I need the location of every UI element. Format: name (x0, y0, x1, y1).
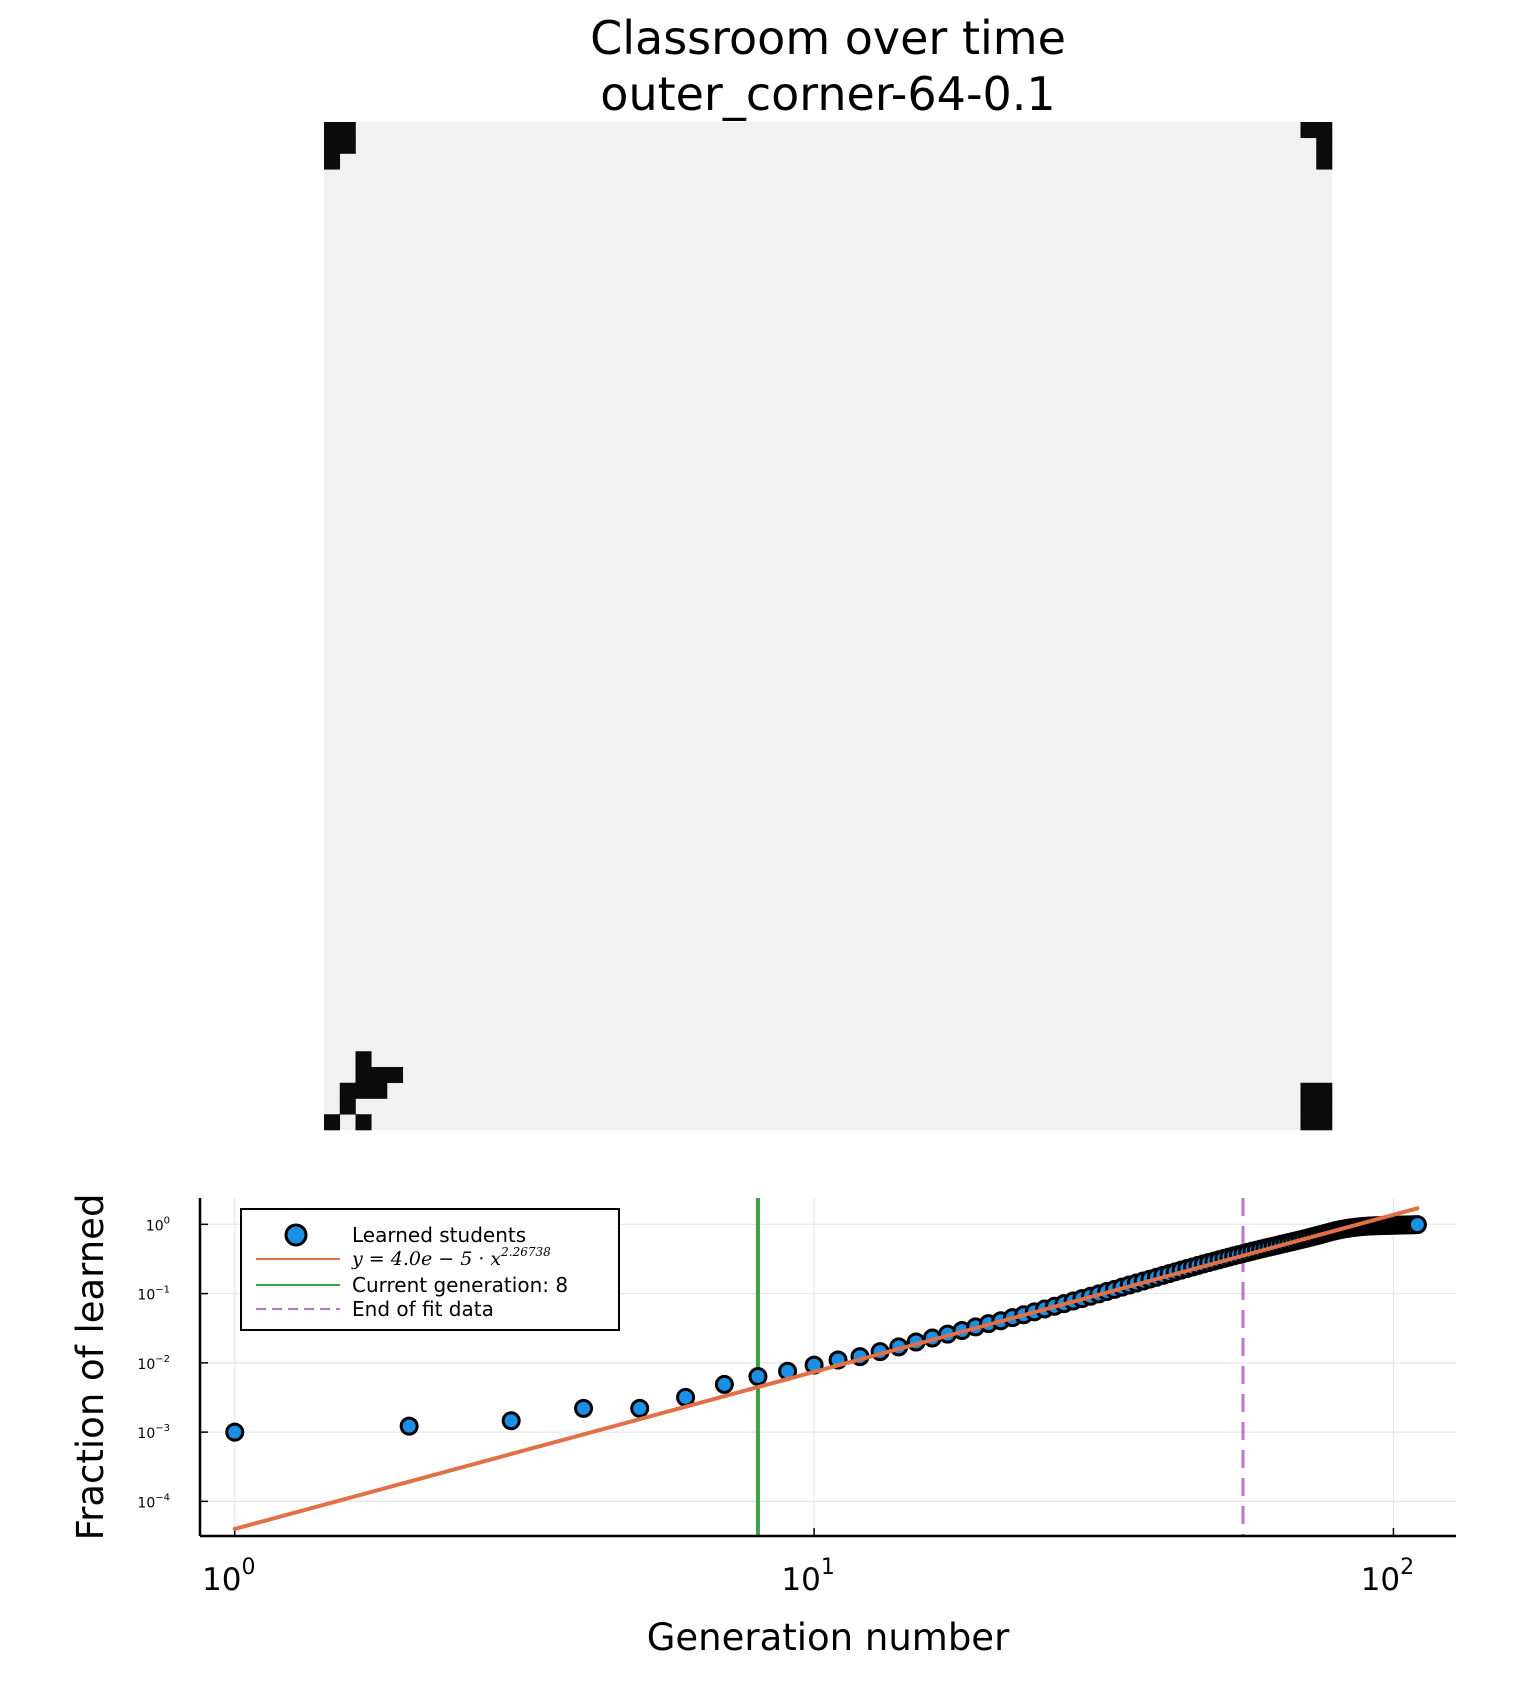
legend-label-learned: Learned students (352, 1223, 526, 1247)
y-tick-base: 10 (137, 1495, 155, 1511)
learned-cell (1300, 1098, 1317, 1115)
learned-cell (355, 1051, 372, 1068)
learned-cell (1316, 1114, 1333, 1131)
x-tick-label: 100 (202, 1555, 255, 1598)
learned-point (574, 1398, 594, 1418)
y-axis-label: Fraction of learned (69, 1194, 112, 1541)
y-tick-base: 10 (137, 1288, 155, 1304)
y-tick-exponent: −2 (155, 1354, 170, 1365)
x-tick-label: 101 (781, 1555, 834, 1598)
y-tick-label: 10−4 (137, 1492, 170, 1511)
fit-layer (232, 1206, 1420, 1531)
learned-cell (324, 153, 341, 170)
x-tick-base: 10 (1361, 1562, 1400, 1598)
learned-cell (387, 1067, 404, 1084)
learned-cell (1316, 1098, 1333, 1115)
x-tick-exponent: 0 (241, 1555, 255, 1580)
learned-cell (371, 1067, 388, 1084)
learned-cell (355, 1067, 372, 1084)
learned-point (748, 1367, 768, 1387)
learned-point (399, 1416, 419, 1436)
learned-point (1407, 1215, 1427, 1235)
learned-cell (324, 122, 341, 139)
y-tick-label: 10−1 (137, 1285, 170, 1304)
legend-marker-learned (284, 1223, 308, 1247)
x-tick-base: 10 (781, 1562, 820, 1598)
x-tick-base: 10 (202, 1562, 241, 1598)
y-tick-label: 10−2 (137, 1354, 170, 1373)
y-tick-base: 10 (137, 1426, 155, 1442)
fit-line (232, 1206, 1420, 1531)
legend: Learned students y = 4.0e − 5 · x2.26738… (240, 1208, 620, 1331)
learned-cell (1300, 122, 1317, 139)
legend-fit-prefix: y = 4.0e − 5 · x (351, 1248, 501, 1270)
y-tick-label: 10−3 (137, 1423, 170, 1442)
x-axis-label: Generation number (647, 1616, 1010, 1659)
x-tick-label: 102 (1361, 1555, 1414, 1598)
x-tick-exponent: 1 (821, 1555, 835, 1580)
learned-point (501, 1411, 521, 1431)
learned-cell (1316, 1082, 1333, 1099)
y-tick-base: 10 (137, 1357, 155, 1373)
learned-cell (1316, 122, 1333, 139)
x-tick-labels: 100 101 102 (202, 1528, 1414, 1598)
legend-fit-exponent: 2.26738 (500, 1245, 551, 1259)
y-tick-exponent: −3 (155, 1423, 170, 1434)
learned-cell (339, 1098, 356, 1115)
learned-cell (324, 1114, 341, 1131)
learned-cells (324, 122, 1333, 1131)
legend-label-current: Current generation: 8 (352, 1273, 568, 1297)
y-tick-label: 100 (146, 1215, 170, 1234)
learned-cell (371, 1082, 388, 1099)
y-tick-exponent: 0 (164, 1215, 170, 1226)
learned-cell (355, 1082, 372, 1099)
axes (198, 1198, 1456, 1538)
title-line-1: Classroom over time (590, 11, 1066, 65)
learned-cell (324, 137, 341, 154)
classroom-grid (324, 122, 1333, 1131)
legend-label-end-fit: End of fit data (352, 1297, 494, 1321)
learned-point (714, 1374, 734, 1394)
learned-cell (339, 137, 356, 154)
title-line-2: outer_corner-64-0.1 (600, 67, 1055, 121)
learned-point (630, 1398, 650, 1418)
y-tick-base: 10 (146, 1218, 164, 1234)
classroom-background (324, 122, 1332, 1130)
learned-cell (1316, 153, 1333, 170)
learned-cell (339, 1082, 356, 1099)
y-tick-exponent: −1 (155, 1285, 170, 1296)
learned-cell (339, 122, 356, 139)
learned-cell (1300, 1114, 1317, 1131)
y-tick-exponent: −4 (155, 1492, 170, 1503)
x-tick-exponent: 2 (1400, 1555, 1414, 1580)
learned-cell (1316, 137, 1333, 154)
learned-point (225, 1422, 245, 1442)
learned-cell (1300, 1082, 1317, 1099)
learned-cell (355, 1114, 372, 1131)
learned-point (676, 1387, 696, 1407)
legend-label-fit: y = 4.0e − 5 · x2.26738 (351, 1245, 551, 1270)
